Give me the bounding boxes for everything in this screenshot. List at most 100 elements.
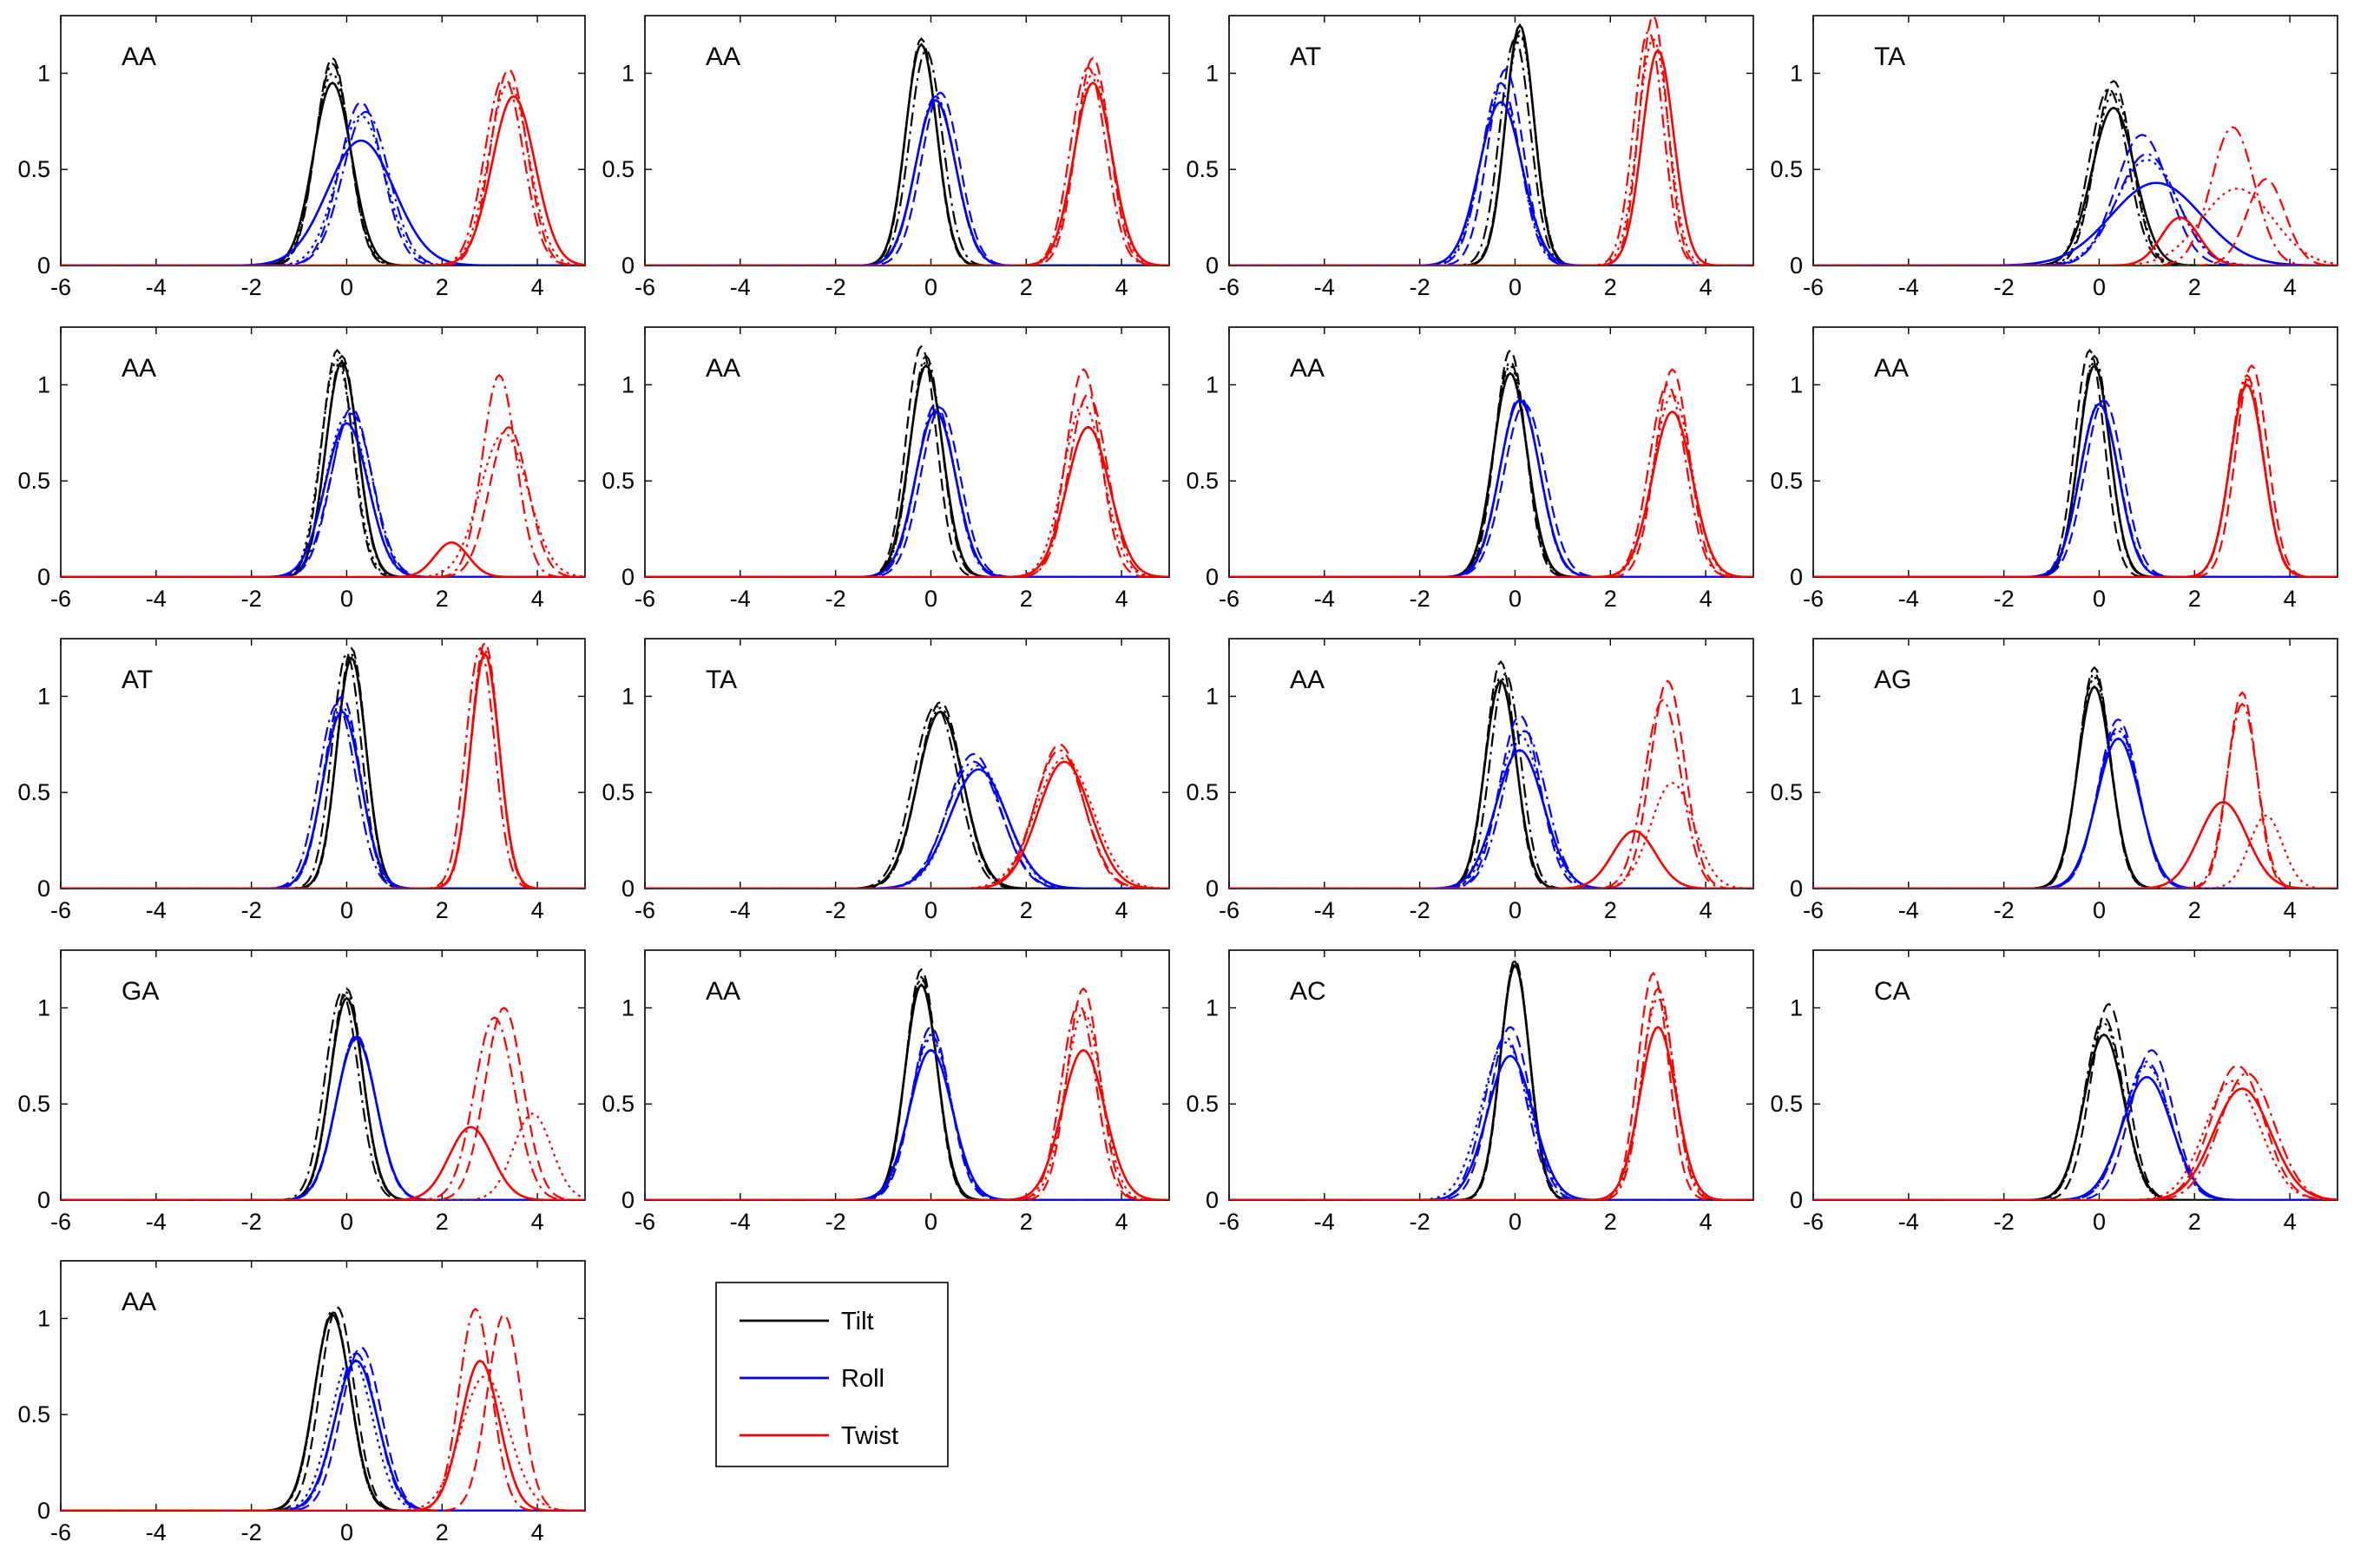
y-tick-label: 0	[37, 1187, 50, 1213]
twist-curve-solid	[61, 541, 585, 577]
x-tick-label: -4	[146, 1519, 167, 1545]
tilt-curve-dashed	[61, 646, 585, 889]
twist-curve-solid	[1813, 1087, 2338, 1200]
tilt-curve-dash-dot	[61, 354, 585, 577]
x-tick-label: 0	[924, 897, 937, 923]
y-tick-label: 0.5	[1770, 468, 1803, 494]
tilt-curve-dotted	[1813, 91, 2338, 266]
y-tick-label: 0.5	[1186, 779, 1219, 805]
twist-curve-solid	[645, 425, 1169, 577]
twist-curve-dotted	[1229, 996, 1753, 1200]
twist-curve-dash-dot	[645, 1002, 1169, 1200]
panel-step-label: AA	[1290, 666, 1325, 694]
x-tick-label: 2	[2188, 897, 2201, 923]
curves	[1229, 348, 1753, 577]
legend-entry-tilt: Tilt	[740, 1308, 874, 1335]
tilt-curve-dashed	[645, 344, 1169, 577]
tilt-curve-dash-dot	[1229, 960, 1753, 1200]
y-tick-label: 1	[37, 994, 50, 1020]
curves	[61, 640, 585, 889]
x-tick-label: -4	[730, 274, 751, 300]
y-tick-label: 0	[37, 1498, 50, 1524]
x-tick-label: -2	[1994, 897, 2015, 923]
y-tick-label: 0	[1790, 876, 1803, 902]
y-tick-label: 0.5	[602, 156, 635, 182]
x-tick-label: -2	[1994, 1209, 2015, 1235]
roll-curve-dash-dot	[61, 412, 585, 577]
x-tick-label: 4	[1700, 1209, 1713, 1235]
x-tick-label: -6	[635, 897, 655, 923]
twist-curve-dash-dot	[1813, 1072, 2338, 1200]
x-tick-label: 4	[531, 274, 544, 300]
axes-frame	[1812, 326, 2338, 578]
roll-curve-solid	[1229, 1054, 1753, 1200]
y-tick-label: 1	[1206, 683, 1219, 709]
axes-frame	[1812, 638, 2338, 889]
panel-15: -6 -4 -2 0 2 4 0 0.5 1 AC	[1186, 949, 1754, 1235]
x-tick-label: -4	[146, 274, 167, 300]
x-tick-label: -2	[241, 1519, 262, 1545]
panel-step-label: AA	[706, 43, 740, 71]
panel-step-label: AA	[706, 354, 740, 383]
roll-curve-dash-dot	[645, 1033, 1169, 1200]
x-tick-label: 0	[1509, 897, 1522, 923]
x-tick-label: 4	[1700, 586, 1713, 612]
x-tick-label: 0	[340, 274, 353, 300]
y-tick-label: 0	[621, 564, 635, 590]
y-tick-label: 1	[37, 60, 50, 86]
x-tick-label: 0	[340, 1519, 353, 1545]
roll-curve-solid	[1813, 181, 2338, 266]
roll-curve-dash-dot	[1813, 153, 2338, 266]
roll-curve-solid	[61, 422, 585, 577]
y-tick-label: 0	[1206, 564, 1219, 590]
x-tick-label: 2	[2188, 1209, 2201, 1235]
panel-12: -6 -4 -2 0 2 4 0 0.5 1 AG	[1770, 638, 2338, 923]
panel-step-label: AA	[122, 1288, 156, 1316]
x-tick-label: -4	[146, 1209, 167, 1235]
x-tick-label: -4	[1898, 586, 1919, 612]
roll-curve-dashed	[1229, 68, 1753, 266]
curves	[61, 987, 585, 1200]
twist-curve-dash-dot	[1229, 987, 1753, 1200]
roll-curve-dash-dot	[61, 110, 585, 266]
y-tick-label: 1	[37, 683, 50, 709]
panel-17: -6 -4 -2 0 2 4 0 0.5 1 AA	[17, 1260, 586, 1545]
tilt-curve-dashed	[61, 1305, 585, 1511]
axes-frame	[1228, 15, 1754, 266]
tilt-curve-dash-dot	[645, 975, 1169, 1200]
panel-9: -6 -4 -2 0 2 4 0 0.5 1 AT	[17, 638, 586, 923]
x-tick-label: -2	[1410, 586, 1430, 612]
y-tick-label: 0	[37, 876, 50, 902]
twist-curve-solid	[1813, 383, 2338, 577]
y-tick-label: 0	[37, 564, 50, 590]
y-tick-label: 0	[621, 253, 635, 279]
x-tick-label: 4	[531, 1519, 544, 1545]
panel-step-label: AA	[122, 43, 156, 71]
legend: Tilt Roll Twist	[715, 1282, 949, 1467]
y-tick-label: 1	[621, 371, 635, 397]
x-tick-label: 2	[1604, 1209, 1617, 1235]
y-tick-label: 0	[1790, 1187, 1803, 1213]
x-tick-label: 4	[1115, 1209, 1128, 1235]
x-tick-label: -2	[1410, 897, 1430, 923]
roll-curve-dashed	[645, 406, 1169, 577]
panel-step-label: AT	[1290, 43, 1321, 71]
legend-entry-roll: Roll	[740, 1365, 884, 1393]
twist-curve-dash-dot	[61, 1016, 585, 1200]
x-tick-label: 0	[1509, 1209, 1522, 1235]
y-tick-label: 0.5	[1770, 1091, 1803, 1117]
curves	[1229, 659, 1753, 889]
x-tick-label: 4	[531, 586, 544, 612]
y-tick-label: 1	[1206, 371, 1219, 397]
x-tick-label: 2	[1020, 897, 1033, 923]
x-tick-label: -6	[1803, 274, 1824, 300]
x-tick-label: 0	[1509, 586, 1522, 612]
y-tick-label: 1	[1790, 371, 1803, 397]
tilt-curve-solid	[1229, 679, 1753, 889]
y-tick-label: 1	[37, 371, 50, 397]
tilt-curve-dashed	[1813, 1002, 2338, 1200]
roll-curve-dotted	[61, 705, 585, 889]
x-tick-label: -4	[1314, 1209, 1335, 1235]
y-tick-label: 0	[1206, 876, 1219, 902]
x-tick-label: -6	[50, 586, 71, 612]
